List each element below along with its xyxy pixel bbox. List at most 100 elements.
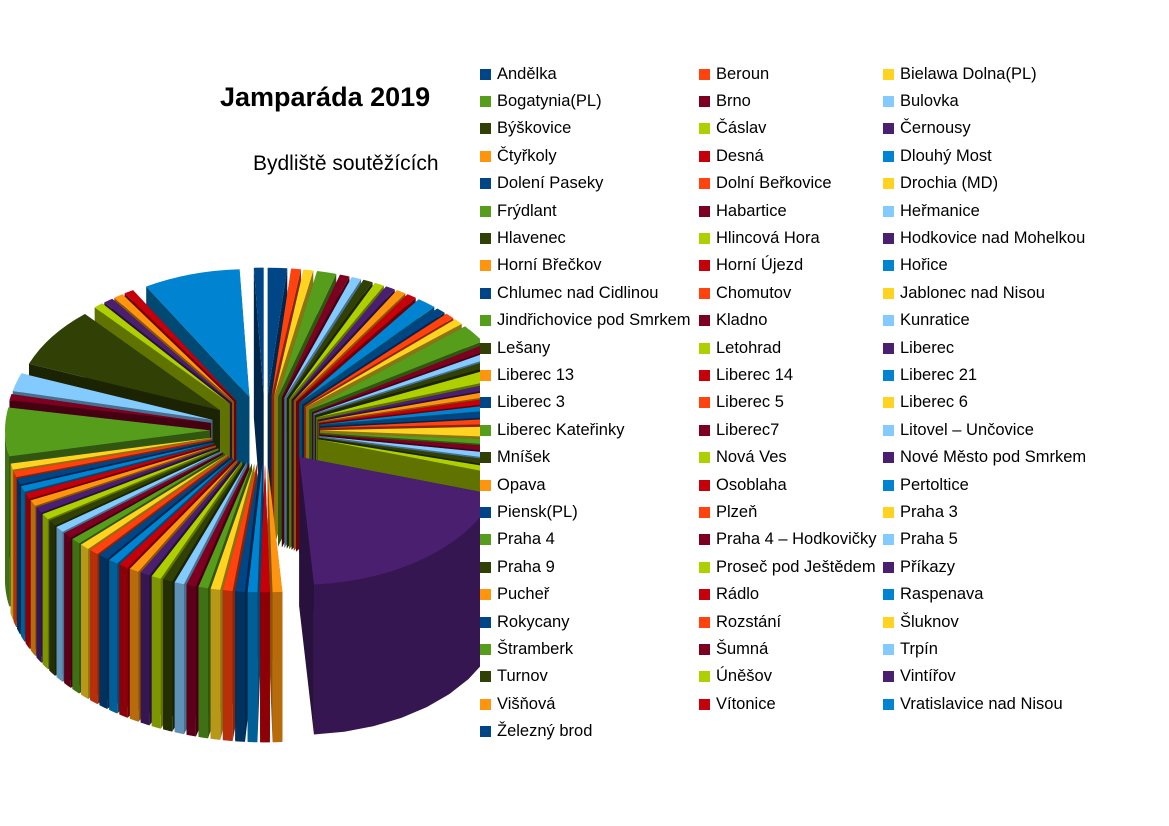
legend-label: Piensk(PL) bbox=[497, 502, 578, 521]
pie-slice bbox=[284, 277, 362, 398]
pie-slice-outer-wall bbox=[140, 572, 150, 726]
chart-subtitle: Bydliště soutěžících bbox=[253, 152, 439, 175]
pie-slice bbox=[253, 267, 264, 396]
pie-slice bbox=[42, 448, 219, 520]
legend-item: Černousy bbox=[883, 118, 971, 140]
pie-slice bbox=[319, 436, 480, 457]
legend-item: Liberec 3 bbox=[480, 392, 565, 414]
legend-label: Bielawa Dolna(PL) bbox=[900, 64, 1037, 83]
legend-label: Letohrad bbox=[716, 338, 782, 357]
pie-slice bbox=[247, 464, 263, 593]
legend-swatch bbox=[480, 205, 491, 217]
pie-slice bbox=[94, 303, 230, 404]
legend-swatch bbox=[883, 260, 894, 272]
pie-slice bbox=[299, 299, 435, 404]
legend-item: Příkazy bbox=[883, 556, 955, 578]
legend-item: Liberec 5 bbox=[699, 392, 784, 414]
legend-item: Hořice bbox=[883, 255, 948, 277]
pie-slice-outer-wall bbox=[64, 533, 71, 688]
pie-slice bbox=[104, 298, 232, 403]
pie-slice-outer-wall bbox=[72, 539, 80, 694]
legend-label: Liberec 21 bbox=[900, 365, 978, 384]
pie-slice-outer-wall bbox=[210, 588, 221, 740]
legend-swatch bbox=[699, 178, 710, 190]
legend-swatch bbox=[699, 479, 710, 491]
legend-item: Úněšov bbox=[699, 666, 772, 688]
legend-item: Osoblaha bbox=[699, 474, 787, 496]
pie-slice-outer-wall bbox=[99, 555, 108, 709]
legend-label: Železný brod bbox=[497, 722, 593, 741]
legend-item: Pertoltice bbox=[883, 474, 969, 496]
legend-label: Višňová bbox=[497, 694, 556, 713]
pie-slice bbox=[286, 279, 373, 399]
pie-slice bbox=[119, 458, 236, 568]
legend-label: Proseč pod Ještědem bbox=[716, 557, 876, 576]
legend-swatch bbox=[883, 342, 894, 354]
legend-item: Štramberk bbox=[480, 638, 573, 660]
legend-swatch bbox=[480, 726, 491, 738]
pie-slice bbox=[319, 434, 480, 451]
pie-slice bbox=[271, 268, 301, 396]
legend-label: Vítonice bbox=[716, 694, 776, 713]
pie-slice bbox=[56, 451, 222, 532]
pie-slice bbox=[291, 286, 395, 400]
legend-label: Heřmanice bbox=[900, 201, 980, 220]
pie-slice bbox=[72, 453, 225, 544]
legend-item: Jindřichovice pod Smrkem bbox=[480, 310, 691, 332]
pie-slice bbox=[64, 452, 224, 538]
pie-slice bbox=[9, 394, 212, 424]
legend-item: Habartice bbox=[699, 200, 787, 222]
legend-label: Praha 3 bbox=[900, 502, 958, 521]
pie-slice bbox=[319, 419, 480, 428]
legend-item: Proseč pod Ještědem bbox=[699, 556, 876, 578]
legend-label: Nová Ves bbox=[716, 448, 787, 467]
legend-item: Piensk(PL) bbox=[480, 501, 578, 523]
legend-swatch bbox=[883, 315, 894, 327]
pie-slice-outer-wall bbox=[49, 520, 55, 676]
legend-swatch bbox=[883, 397, 894, 409]
legend-item: Jablonec nad Nisou bbox=[883, 282, 1045, 304]
legend-label: Praha 5 bbox=[900, 530, 958, 549]
pie-slice-outer-wall bbox=[186, 584, 196, 737]
legend-swatch bbox=[699, 369, 710, 381]
pie-slice-outer-wall bbox=[163, 579, 173, 732]
legend-swatch bbox=[699, 205, 710, 217]
pie-slice bbox=[25, 443, 215, 499]
legend-label: Praha 9 bbox=[497, 557, 555, 576]
legend-swatch bbox=[699, 643, 710, 655]
legend-swatch bbox=[699, 232, 710, 244]
legend-label: Šluknov bbox=[900, 612, 959, 631]
legend-item: Liberec7 bbox=[699, 419, 779, 441]
legend-swatch bbox=[883, 150, 894, 162]
legend-item: Praha 4 – Hodkovičky bbox=[699, 529, 877, 551]
legend-label: Rádlo bbox=[716, 585, 760, 604]
legend-item: Liberec 6 bbox=[883, 392, 968, 414]
legend-swatch bbox=[883, 616, 894, 628]
legend-swatch bbox=[699, 534, 710, 546]
legend-label: Habartice bbox=[716, 201, 787, 220]
legend-swatch bbox=[883, 671, 894, 683]
legend-item: Pucheř bbox=[480, 584, 549, 606]
legend-item: Šumná bbox=[699, 638, 768, 660]
legend-swatch bbox=[699, 150, 710, 162]
legend-item: Železný brod bbox=[480, 721, 592, 743]
legend-swatch bbox=[883, 232, 894, 244]
legend-item: Beroun bbox=[699, 63, 769, 85]
legend-label: Drochia (MD) bbox=[900, 174, 999, 193]
pie-slice-outer-wall bbox=[222, 590, 233, 742]
legend-item: Horní Břečkov bbox=[480, 255, 602, 277]
pie-slice bbox=[314, 363, 480, 416]
legend-label: Mníšek bbox=[497, 448, 551, 467]
pie-slice bbox=[299, 456, 480, 585]
legend-label: Hlavenec bbox=[497, 228, 566, 247]
legend-label: Rokycany bbox=[497, 612, 570, 631]
legend-swatch bbox=[699, 452, 710, 464]
legend-label: Dolní Beřkovice bbox=[716, 174, 832, 193]
legend-swatch bbox=[883, 506, 894, 518]
legend-label: Černousy bbox=[900, 119, 971, 138]
legend-label: Lešany bbox=[497, 338, 551, 357]
legend-item: Opava bbox=[480, 474, 546, 496]
legend-swatch bbox=[699, 698, 710, 710]
legend-label: Horní Břečkov bbox=[497, 256, 602, 275]
pie-chart bbox=[5, 267, 480, 743]
